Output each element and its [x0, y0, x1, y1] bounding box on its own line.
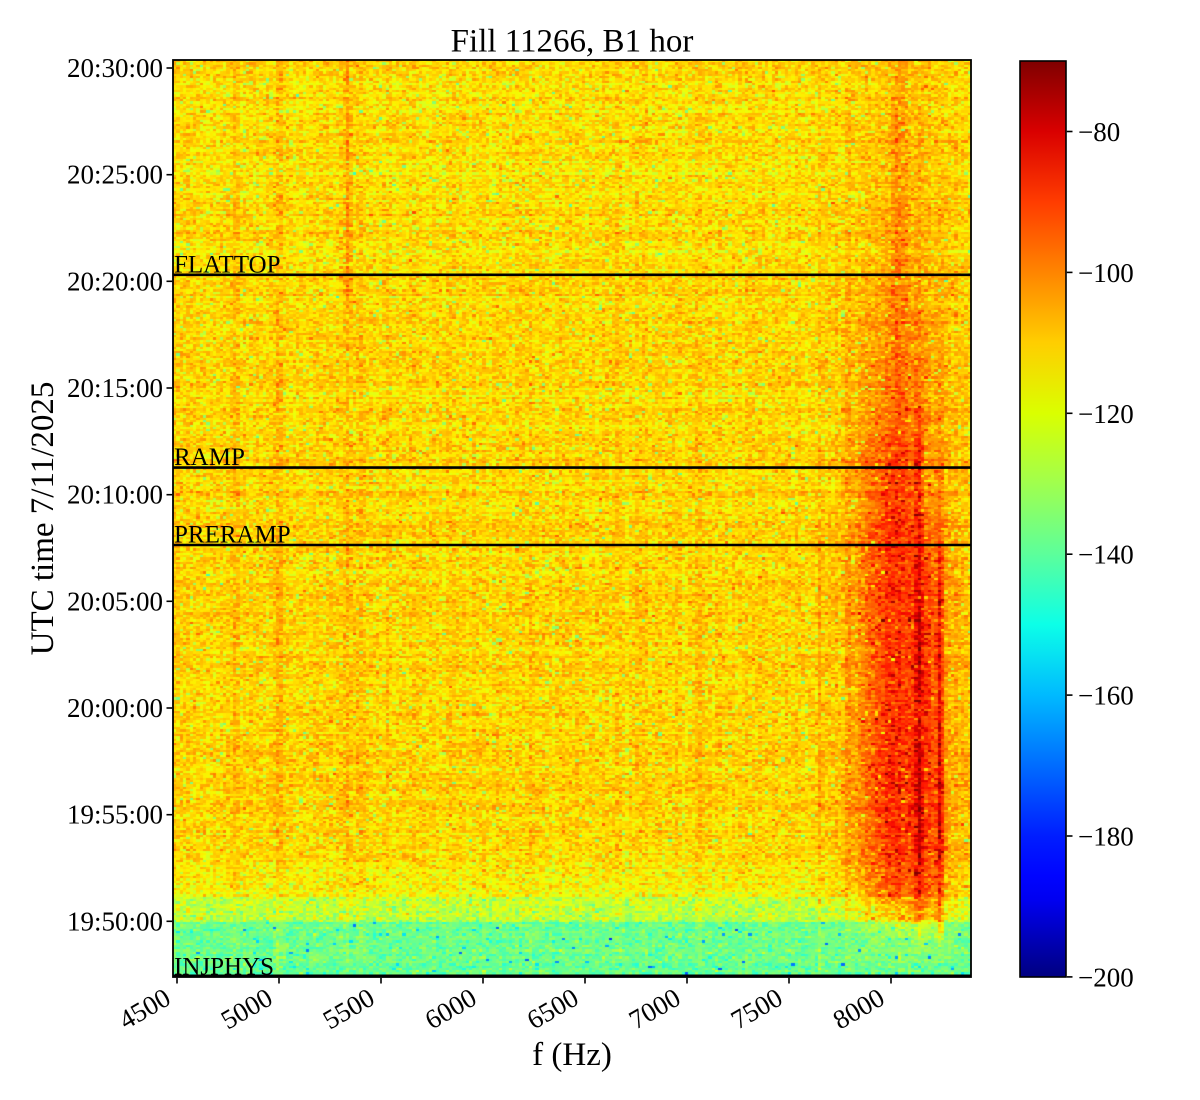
svg-text:19:55:00: 19:55:00 [67, 800, 163, 830]
svg-text:19:50:00: 19:50:00 [67, 906, 163, 936]
svg-text:4500: 4500 [114, 982, 176, 1035]
svg-text:Fill 11266, B1 hor: Fill 11266, B1 hor [451, 24, 694, 60]
svg-text:6500: 6500 [522, 982, 584, 1035]
svg-text:5500: 5500 [318, 982, 380, 1035]
svg-text:−180: −180 [1078, 822, 1134, 852]
svg-text:−160: −160 [1078, 681, 1134, 711]
svg-text:20:15:00: 20:15:00 [67, 373, 163, 403]
svg-text:−140: −140 [1078, 540, 1134, 570]
svg-text:UTC time 7/11/2025: UTC time 7/11/2025 [25, 382, 61, 656]
svg-text:20:10:00: 20:10:00 [67, 480, 163, 510]
svg-text:7500: 7500 [726, 982, 788, 1035]
svg-text:INJPHYS: INJPHYS [174, 954, 274, 981]
svg-text:20:30:00: 20:30:00 [67, 53, 163, 83]
svg-text:−80: −80 [1078, 117, 1120, 147]
svg-text:20:00:00: 20:00:00 [67, 693, 163, 723]
svg-text:FLATTOP: FLATTOP [174, 251, 281, 278]
svg-text:6000: 6000 [420, 982, 482, 1035]
svg-text:20:20:00: 20:20:00 [67, 266, 163, 296]
svg-text:−200: −200 [1078, 962, 1134, 992]
svg-text:f (Hz): f (Hz) [532, 1037, 612, 1073]
svg-text:−120: −120 [1078, 399, 1134, 429]
svg-text:20:05:00: 20:05:00 [67, 586, 163, 616]
svg-text:RAMP: RAMP [174, 444, 245, 471]
svg-text:5000: 5000 [216, 982, 278, 1035]
svg-text:8000: 8000 [828, 982, 890, 1035]
svg-text:−100: −100 [1078, 258, 1134, 288]
svg-text:20:25:00: 20:25:00 [67, 160, 163, 190]
svg-text:7000: 7000 [624, 982, 686, 1035]
svg-text:PRERAMP: PRERAMP [174, 522, 291, 549]
